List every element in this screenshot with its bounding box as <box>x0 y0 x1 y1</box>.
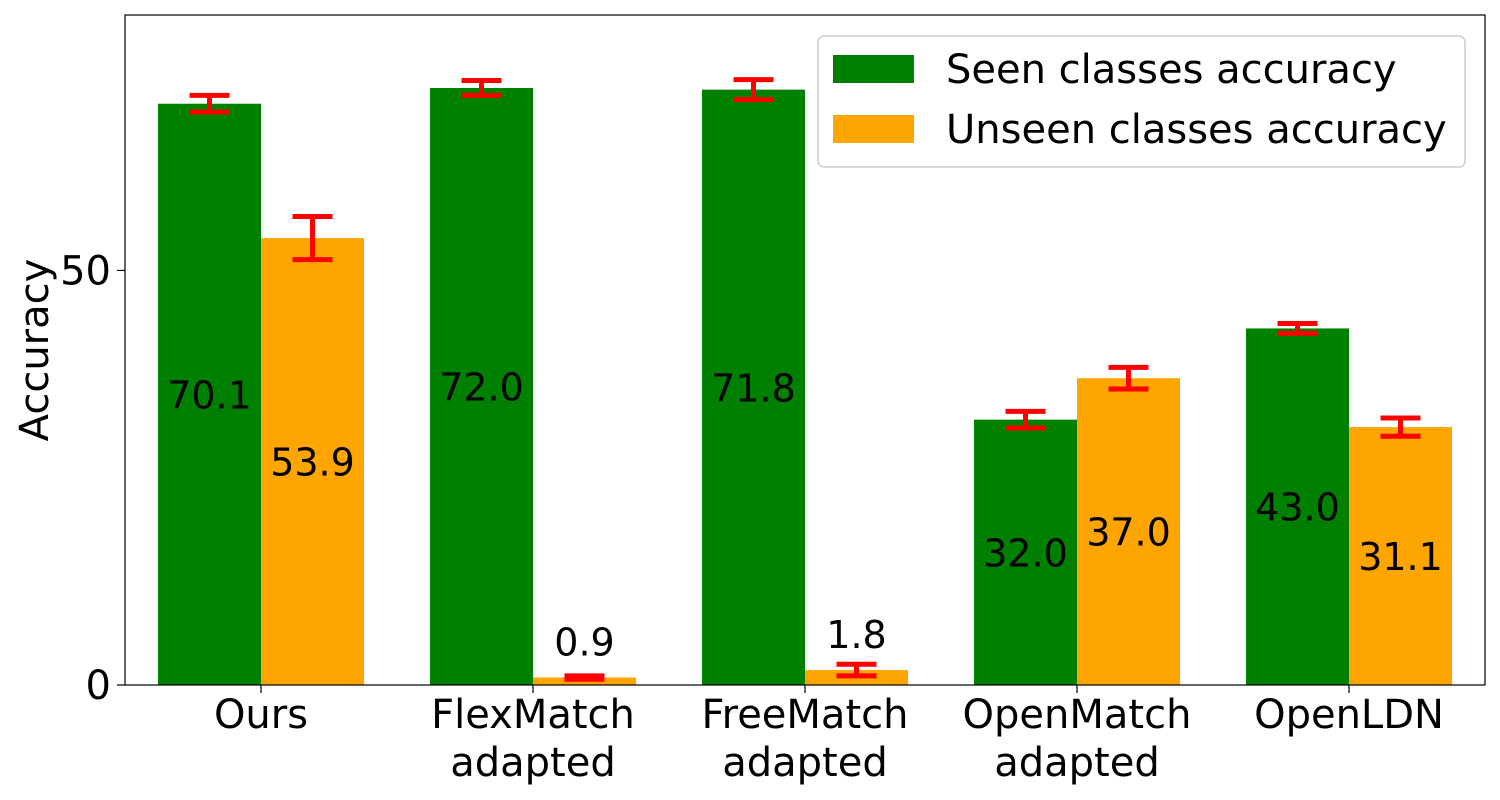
legend: Seen classes accuracy Unseen classes accu… <box>817 35 1466 168</box>
value-label-0-3: 32.0 <box>983 531 1068 575</box>
x-tick-label-2: FreeMatch adapted <box>702 692 909 786</box>
error-bar-0-3 <box>1005 408 1046 431</box>
value-label-1-0: 53.9 <box>270 441 355 485</box>
value-label-0-0: 70.1 <box>167 373 252 417</box>
x-tick-label-4: OpenLDN <box>1254 692 1444 738</box>
legend-frame <box>817 35 1466 168</box>
bar-seen-0 <box>158 103 261 686</box>
bar-seen-4 <box>1246 328 1349 685</box>
legend-label-1: Unseen classes accuracy <box>946 107 1447 153</box>
error-bar-1-4 <box>1380 415 1421 439</box>
value-label-0-4: 43.0 <box>1255 486 1340 530</box>
x-tick-label-3: OpenMatch adapted <box>963 692 1192 786</box>
bar-unseen-3 <box>1077 378 1180 685</box>
x-tick-label-0: Ours <box>214 692 308 738</box>
axes-layer: 0 50 Ours FlexMatch adapted FreeMatch adapted O… <box>60 248 1444 786</box>
value-label-0-1: 72.0 <box>439 365 524 409</box>
x-tick-label-1: FlexMatch adapted <box>431 692 635 786</box>
error-bar-0-2 <box>733 77 774 103</box>
y-tick-label-0: 0 <box>86 663 111 709</box>
error-bar-1-2 <box>836 661 877 679</box>
error-bars-layer <box>189 77 1421 682</box>
legend-swatch-1 <box>833 115 914 143</box>
error-bar-0-1 <box>461 78 502 98</box>
error-bar-0-4 <box>1277 320 1318 336</box>
error-bar-1-3 <box>1108 364 1149 392</box>
value-label-1-1: 0.9 <box>554 621 614 665</box>
value-label-1-3: 37.0 <box>1086 511 1171 555</box>
bar-unseen-4 <box>1349 427 1452 685</box>
y-axis-label: Accuracy <box>12 259 58 442</box>
y-tick-label-1: 50 <box>60 248 111 294</box>
value-labels-layer: 70.1 72.0 71.8 32.0 43.0 53.9 0.9 1.8 37.0 31.1 <box>167 365 1443 664</box>
bar-seen-1 <box>430 87 533 686</box>
value-label-1-2: 1.8 <box>826 613 886 657</box>
error-bar-0-0 <box>189 92 230 115</box>
bars-layer <box>158 87 1452 686</box>
value-label-1-4: 31.1 <box>1358 535 1443 579</box>
legend-label-0: Seen classes accuracy <box>946 47 1397 93</box>
value-label-0-2: 71.8 <box>711 366 796 410</box>
bar-unseen-0 <box>261 238 364 685</box>
error-bar-1-0 <box>292 213 333 263</box>
bar-seen-3 <box>974 419 1077 685</box>
error-bar-1-1 <box>564 673 605 682</box>
legend-swatch-0 <box>833 55 914 83</box>
bar-seen-2 <box>702 89 805 685</box>
